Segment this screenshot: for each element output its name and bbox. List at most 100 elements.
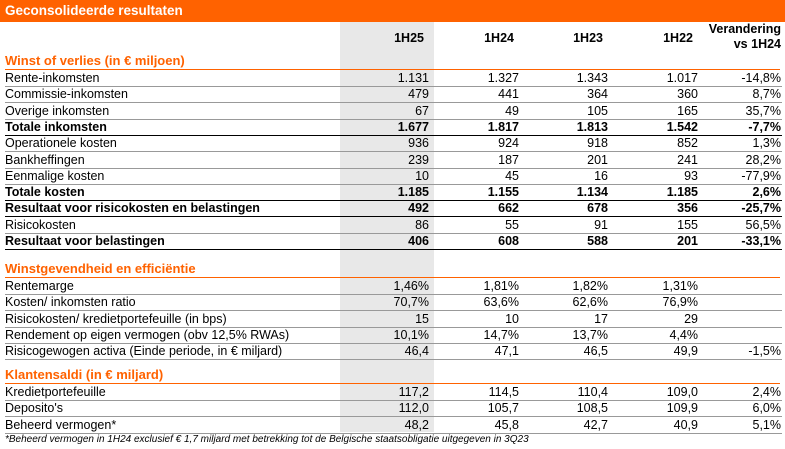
value-cell: 76,9%	[662, 295, 698, 310]
table-row: Risicokosten 86 55 91 155 56,5%	[5, 217, 782, 234]
value-cell: 10	[505, 311, 519, 326]
column-header-change: Verandering vs 1H24	[661, 22, 781, 52]
value-cell: 46,4	[404, 344, 429, 359]
value-cell: 110,4	[577, 385, 608, 399]
section-header: Winst of verlies (in € miljoen)	[5, 53, 780, 70]
change-cell: -1,5%	[748, 344, 781, 359]
value-cell: 165	[677, 103, 698, 118]
row-label: Bankheffingen	[5, 152, 85, 167]
value-cell: 1.131	[397, 71, 429, 85]
value-cell: 13,7%	[572, 327, 608, 342]
value-cell: 46,5	[583, 344, 608, 359]
value-cell: 1.542	[666, 119, 698, 134]
row-label: Deposito's	[5, 401, 63, 416]
value-cell: 356	[677, 201, 698, 216]
value-cell: 45,8	[494, 417, 519, 432]
value-cell: 608	[498, 234, 519, 248]
row-label: Rentemarge	[5, 279, 74, 293]
section-title: Klantensaldi (in € miljard)	[5, 367, 164, 382]
title-banner: Geconsolideerde resultaten	[0, 0, 785, 22]
value-cell: 117,2	[398, 385, 429, 399]
value-cell: 29	[684, 311, 698, 326]
value-cell: 201	[677, 234, 698, 248]
value-cell: 67	[415, 103, 429, 118]
value-cell: 114,5	[488, 385, 519, 399]
value-cell: 49,9	[673, 344, 698, 359]
value-cell: 105	[587, 103, 608, 118]
value-cell: 239	[408, 152, 429, 167]
value-cell: 1.343	[576, 71, 608, 85]
change-cell: -77,9%	[741, 168, 781, 183]
section-title: Winst of verlies (in € miljoen)	[5, 53, 185, 68]
value-cell: 678	[587, 201, 608, 216]
section-title: Winstgevendheid en efficiëntie	[5, 261, 196, 276]
value-cell: 63,6%	[483, 295, 519, 310]
row-label: Risicokosten	[5, 217, 76, 232]
table-row: Operationele kosten 936 924 918 852 1,3%	[5, 135, 782, 153]
row-label: Commissie-inkomsten	[5, 87, 128, 102]
value-cell: 1,81%	[483, 279, 519, 293]
table-row: Risicokosten/ kredietportefeuille (in bp…	[5, 311, 782, 328]
value-cell: 1.155	[487, 185, 519, 200]
value-cell: 93	[684, 168, 698, 183]
value-cell: 70,7%	[393, 295, 429, 310]
value-cell: 42,7	[583, 417, 608, 432]
value-cell: 47,1	[494, 344, 519, 359]
change-cell: 2,4%	[752, 385, 782, 399]
row-label: Rendement op eigen vermogen (obv 12,5% R…	[5, 327, 290, 342]
row-label: Risicokosten/ kredietportefeuille (in bp…	[5, 311, 227, 326]
table-row: Risicogewogen activa (Einde periode, in …	[5, 343, 782, 361]
value-cell: 1,31%	[662, 279, 698, 293]
value-cell: 406	[408, 234, 429, 248]
value-cell: 1.134	[576, 185, 608, 200]
change-cell: 56,5%	[745, 217, 781, 232]
value-cell: 155	[677, 217, 698, 232]
value-cell: 852	[677, 136, 698, 151]
table-total-row: Totale inkomsten 1.677 1.817 1.813 1.542 -7,7…	[5, 119, 782, 136]
value-cell: 49	[505, 103, 519, 118]
value-cell: 14,7%	[483, 327, 519, 342]
row-label: Resultaat voor belastingen	[5, 234, 165, 248]
table-row: Bankheffingen 239 187 201 241 28,2%	[5, 152, 782, 169]
row-label: Totale kosten	[5, 185, 85, 200]
row-label: Resultaat voor risicokosten en belasting…	[5, 201, 260, 216]
row-label: Rente-inkomsten	[5, 71, 100, 85]
value-cell: 1.813	[576, 119, 608, 134]
value-cell: 40,9	[673, 417, 698, 432]
value-cell: 1.185	[397, 185, 429, 200]
value-cell: 1.017	[666, 71, 698, 85]
footnote: *Beheerd vermogen in 1H24 exclusief € 1,…	[5, 434, 529, 445]
value-cell: 1.185	[666, 185, 698, 200]
row-label: Beheerd vermogen*	[5, 417, 117, 432]
row-label: Eenmalige kosten	[5, 168, 105, 183]
value-cell: 109,0	[666, 385, 698, 399]
table-row: Overige inkomsten 67 49 105 165 35,7%	[5, 103, 782, 120]
table-row: Rente-inkomsten 1.131 1.327 1.343 1.017 -14,8…	[5, 70, 782, 87]
table-row: Rendement op eigen vermogen (obv 12,5% R…	[5, 327, 782, 344]
value-cell: 1,46%	[393, 279, 429, 293]
change-cell: 2,6%	[752, 185, 782, 200]
value-cell: 112,0	[398, 401, 429, 416]
value-cell: 360	[677, 87, 698, 102]
value-cell: 55	[505, 217, 519, 232]
table-total-row: Resultaat voor belastingen 406 608 588 201 -3…	[5, 233, 782, 250]
table-row: Deposito's 112,0 105,7 108,5 109,9 6,0%	[5, 400, 782, 418]
column-header-1h22: 1H22	[663, 31, 693, 45]
change-cell: -25,7%	[741, 201, 781, 216]
value-cell: 109,9	[666, 401, 698, 416]
row-label: Risicogewogen activa (Einde periode, in …	[5, 344, 283, 359]
row-label: Kosten/ inkomsten ratio	[5, 295, 136, 310]
value-cell: 10	[415, 168, 429, 183]
value-cell: 15	[415, 311, 429, 326]
section-header: Winstgevendheid en efficiëntie	[5, 261, 780, 278]
change-cell: 28,2%	[745, 152, 781, 167]
value-cell: 441	[498, 87, 519, 102]
row-label: Kredietportefeuille	[5, 385, 106, 399]
value-cell: 187	[498, 152, 519, 167]
change-cell: 1,3%	[752, 136, 782, 151]
row-label: Overige inkomsten	[5, 103, 110, 118]
table-total-row: Resultaat voor risicokosten en belasting…	[5, 200, 782, 218]
value-cell: 86	[415, 217, 429, 232]
change-cell: 5,1%	[752, 417, 782, 432]
value-cell: 1,82%	[572, 279, 608, 293]
